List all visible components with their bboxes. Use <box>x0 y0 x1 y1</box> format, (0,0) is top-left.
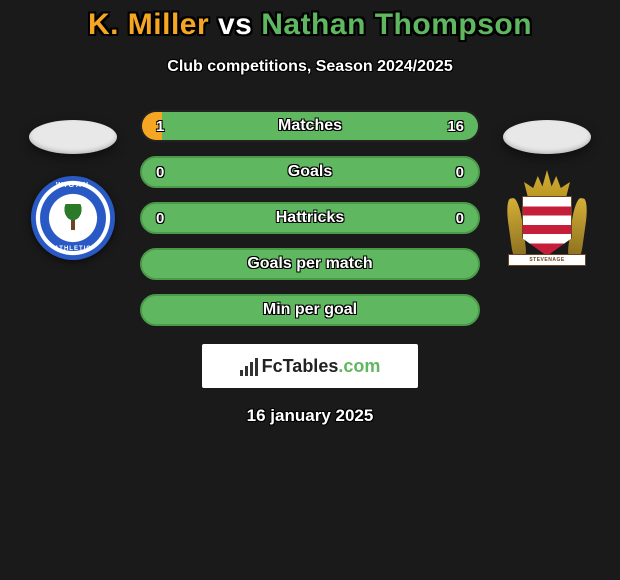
subtitle: Club competitions, Season 2024/2025 <box>0 58 620 76</box>
club-badge-wigan <box>31 176 115 260</box>
comparison-widget: K. Miller vs Nathan Thompson Club compet… <box>0 0 620 426</box>
stat-right-value: 0 <box>456 164 464 181</box>
brand-suffix: .com <box>338 356 380 376</box>
vs-text: vs <box>218 8 252 41</box>
stat-label: Matches <box>142 117 478 135</box>
stat-row-goals-per-match: Goals per match <box>140 248 480 280</box>
club-badge-stevenage: STEVENAGE <box>502 176 592 272</box>
stat-bars: 1 Matches 16 0 Goals 0 0 Hattricks 0 Goa… <box>140 110 480 326</box>
stat-right-value: 0 <box>456 210 464 227</box>
player1-name: K. Miller <box>88 8 209 41</box>
crest-crown-icon <box>524 170 570 200</box>
stat-row-min-per-goal: Min per goal <box>140 294 480 326</box>
brand-text: FcTables.com <box>262 356 381 377</box>
stat-label: Goals per match <box>142 255 478 273</box>
brand-bars-icon <box>240 356 258 376</box>
brand-name: FcTables <box>262 356 339 376</box>
stat-right-value: 16 <box>447 118 464 135</box>
player2-name: Nathan Thompson <box>261 8 532 41</box>
wigan-tree-icon <box>63 204 83 222</box>
stat-label: Hattricks <box>142 209 478 227</box>
crest-shield-icon <box>522 196 572 256</box>
stat-row-matches: 1 Matches 16 <box>140 110 480 142</box>
stat-label: Goals <box>142 163 478 181</box>
stat-row-hattricks: 0 Hattricks 0 <box>140 202 480 234</box>
stat-row-goals: 0 Goals 0 <box>140 156 480 188</box>
left-player-column <box>28 110 118 260</box>
crest-banner: STEVENAGE <box>508 254 586 266</box>
page-title: K. Miller vs Nathan Thompson <box>0 8 620 42</box>
player1-avatar <box>29 120 117 154</box>
player2-avatar <box>503 120 591 154</box>
stats-section: 1 Matches 16 0 Goals 0 0 Hattricks 0 Goa… <box>0 110 620 326</box>
right-player-column: STEVENAGE <box>502 110 592 272</box>
stat-label: Min per goal <box>142 301 478 319</box>
date-text: 16 january 2025 <box>0 406 620 426</box>
brand-logo[interactable]: FcTables.com <box>202 344 418 388</box>
